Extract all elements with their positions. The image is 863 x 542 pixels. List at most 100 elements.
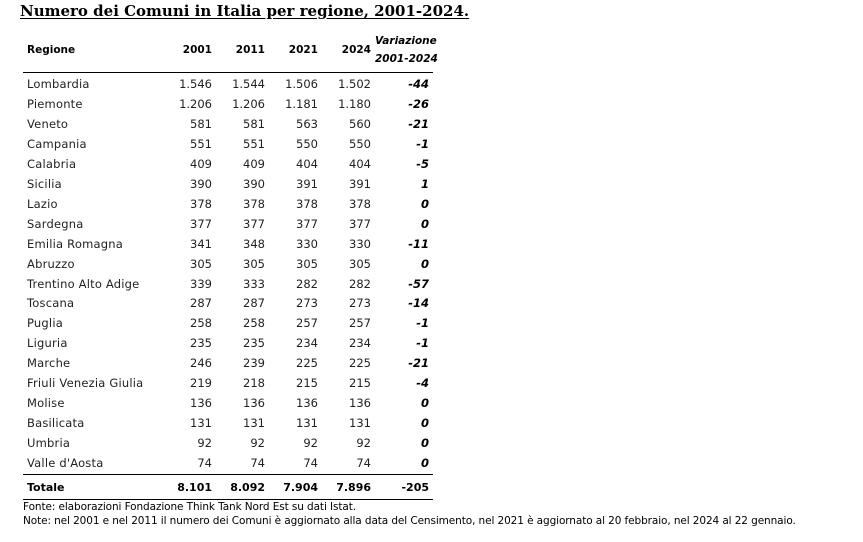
cell-variation: -21 [408, 356, 429, 371]
cell-val-2001: 219 [190, 376, 212, 391]
header-2011: 2011 [216, 28, 269, 73]
cell-val-2001: 339 [190, 276, 212, 291]
cell-variation: -1 [416, 336, 429, 351]
cell-variation: 0 [420, 436, 429, 451]
table-row: Lombardia 1.546 1.544 1.506 1.502 -44 [23, 73, 433, 95]
table-row: Friuli Venezia Giulia 219 218 215 215 -4 [23, 374, 433, 394]
cell-val-2021: 378 [296, 196, 318, 211]
cell-val-2011: 377 [243, 216, 265, 231]
header-variation-line2: 2001-2024 [375, 53, 438, 65]
cell-variation: 0 [420, 456, 429, 471]
total-label: Totale [23, 474, 163, 501]
cell-region: Campania [27, 136, 87, 151]
cell-region: Lazio [27, 196, 58, 211]
cell-variation: -4 [416, 376, 429, 391]
cell-val-2021: 136 [296, 396, 318, 411]
cell-variation: -5 [416, 156, 429, 171]
cell-region: Toscana [27, 296, 75, 311]
cell-variation: -57 [408, 276, 429, 291]
cell-region: Veneto [27, 116, 69, 131]
cell-val-2021: 391 [296, 176, 318, 191]
cell-val-2024: 131 [349, 416, 371, 431]
page-title: Numero dei Comuni in Italia per regione,… [20, 2, 470, 20]
cell-val-2001: 131 [190, 416, 212, 431]
cell-val-2021: 377 [296, 216, 318, 231]
table-row: Piemonte 1.206 1.206 1.181 1.180 -26 [23, 95, 433, 115]
cell-val-2001: 136 [190, 396, 212, 411]
cell-val-2001: 378 [190, 196, 212, 211]
cell-region: Calabria [27, 156, 77, 171]
cell-val-2024: 305 [349, 256, 371, 271]
cell-val-2024: 273 [349, 296, 371, 311]
cell-val-2024: 377 [349, 216, 371, 231]
total-2001: 8.101 [163, 474, 216, 501]
cell-val-2024: 234 [349, 336, 371, 351]
cell-val-2021: 305 [296, 256, 318, 271]
cell-val-2011: 92 [250, 436, 265, 451]
table-row: Puglia 258 258 257 257 -1 [23, 314, 433, 334]
cell-val-2011: 333 [243, 276, 265, 291]
cell-val-2021: 330 [296, 236, 318, 251]
cell-val-2011: 305 [243, 256, 265, 271]
cell-val-2001: 246 [190, 356, 212, 371]
cell-region: Puglia [27, 316, 63, 331]
total-2011: 8.092 [216, 474, 269, 501]
cell-val-2021: 1.506 [285, 77, 318, 91]
header-variation: Variazione 2001-2024 [375, 28, 438, 73]
cell-val-2021: 225 [296, 356, 318, 371]
cell-val-2021: 131 [296, 416, 318, 431]
cell-region: Abruzzo [27, 256, 75, 271]
data-table-container: Regione 2001 2011 2021 2024 Variazione 2… [23, 28, 438, 501]
table-row: Lazio 378 378 378 378 0 [23, 195, 433, 215]
cell-val-2021: 282 [296, 276, 318, 291]
cell-region: Molise [27, 396, 65, 411]
cell-val-2011: 136 [243, 396, 265, 411]
source-note: Fonte: elaborazioni Fondazione Think Tan… [23, 501, 356, 513]
cell-val-2024: 74 [356, 456, 371, 471]
table-row: Marche 246 239 225 225 -21 [23, 354, 433, 374]
cell-val-2024: 391 [349, 176, 371, 191]
cell-val-2001: 305 [190, 256, 212, 271]
cell-region: Lombardia [27, 77, 90, 91]
cell-variation: -26 [408, 96, 429, 111]
cell-variation: -21 [408, 116, 429, 131]
cell-variation: -1 [416, 136, 429, 151]
cell-val-2001: 287 [190, 296, 212, 311]
cell-val-2001: 551 [190, 136, 212, 151]
cell-val-2024: 560 [349, 116, 371, 131]
cell-val-2024: 215 [349, 376, 371, 391]
cell-val-2011: 218 [243, 376, 265, 391]
cell-val-2011: 1.544 [232, 77, 265, 91]
cell-variation: 0 [420, 196, 429, 211]
cell-val-2011: 131 [243, 416, 265, 431]
table-row: Calabria 409 409 404 404 -5 [23, 155, 433, 175]
total-2021: 7.904 [269, 474, 322, 501]
cell-val-2011: 551 [243, 136, 265, 151]
cell-val-2021: 273 [296, 296, 318, 311]
cell-region: Piemonte [27, 96, 83, 111]
cell-val-2011: 1.206 [232, 96, 265, 111]
cell-variation: 0 [420, 256, 429, 271]
total-variation: -205 [375, 474, 433, 501]
cell-val-2024: 282 [349, 276, 371, 291]
cell-variation: 1 [420, 176, 429, 191]
cell-val-2021: 234 [296, 336, 318, 351]
cell-val-2001: 1.546 [179, 77, 212, 91]
cell-val-2001: 1.206 [179, 96, 212, 111]
cell-val-2024: 136 [349, 396, 371, 411]
cell-val-2001: 92 [197, 436, 212, 451]
cell-val-2024: 257 [349, 316, 371, 331]
cell-val-2021: 1.181 [285, 96, 318, 111]
cell-val-2011: 239 [243, 356, 265, 371]
cell-val-2024: 1.180 [338, 96, 371, 111]
table-row: Umbria 92 92 92 92 0 [23, 434, 433, 454]
table-header-row: Regione 2001 2011 2021 2024 Variazione 2… [23, 28, 438, 73]
cell-val-2011: 348 [243, 236, 265, 251]
cell-val-2021: 550 [296, 136, 318, 151]
cell-val-2011: 258 [243, 316, 265, 331]
cell-val-2001: 390 [190, 176, 212, 191]
cell-region: Friuli Venezia Giulia [27, 376, 144, 391]
cell-variation: 0 [420, 396, 429, 411]
footnote: Note: nel 2001 e nel 2011 il numero dei … [23, 515, 796, 527]
cell-region: Emilia Romagna [27, 236, 123, 251]
